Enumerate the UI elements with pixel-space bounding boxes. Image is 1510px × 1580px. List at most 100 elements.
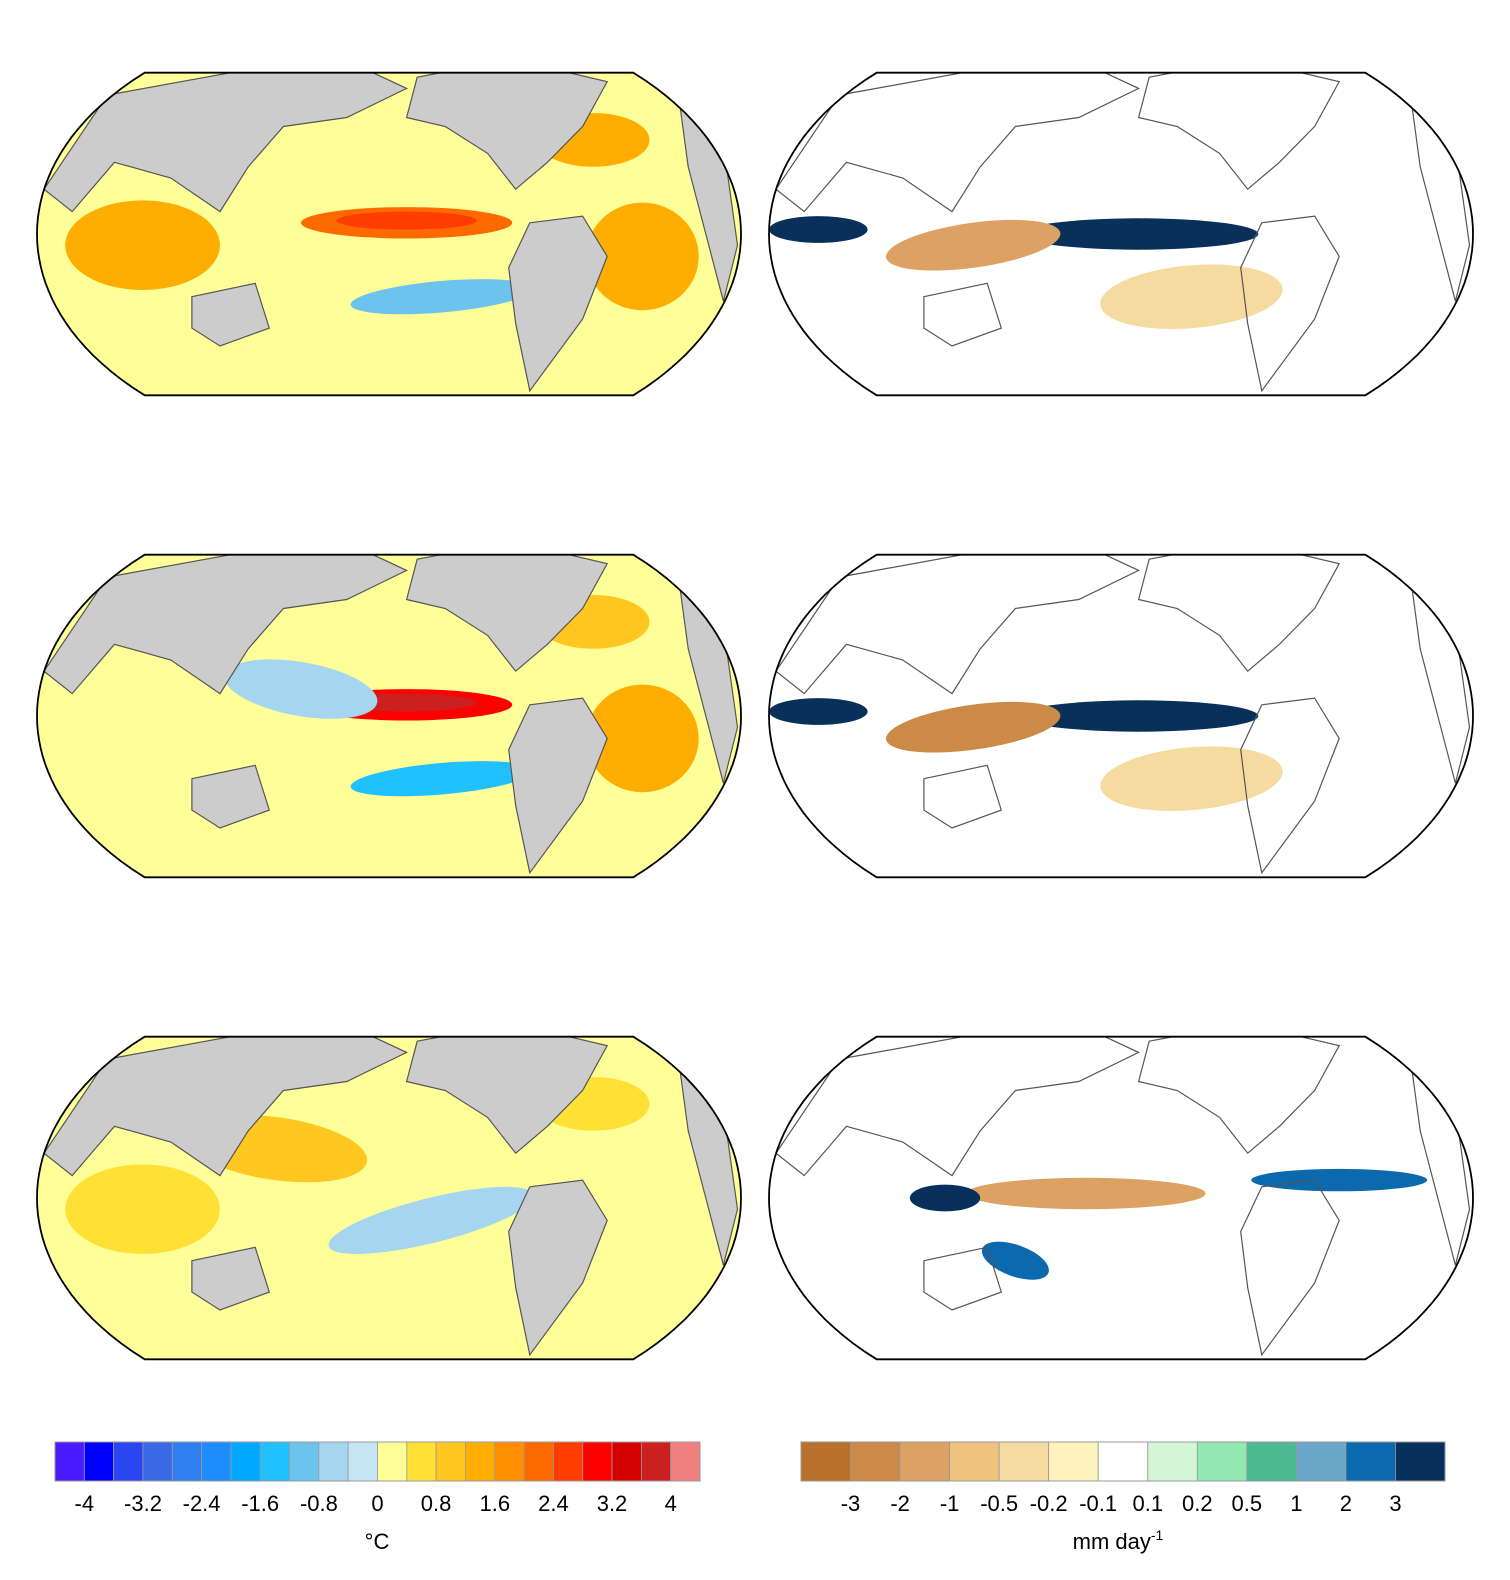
colorbar-outline [54,1441,701,1482]
colorbar-cell [640,1441,672,1482]
colorbar-cell [670,1441,701,1482]
land-mass [508,215,608,393]
colorbar-cell [1147,1441,1198,1482]
colorbar-cell [377,1441,408,1482]
colorbar-tick-label: 4 [665,1491,677,1516]
colorbar-cell [582,1441,613,1482]
colorbar-cell [259,1441,290,1482]
panel-content [37,1036,741,1422]
anomaly-region [1061,225,1216,243]
coastline [1137,554,1341,673]
anomaly-region [1061,707,1216,725]
coastline [1137,1036,1341,1155]
precipitation-unit-label: mm day-1 [1073,1527,1164,1554]
anomaly-region [336,211,477,230]
anomaly-region [350,761,533,797]
colorbar-cell [800,1441,851,1482]
land-mass [79,895,642,940]
panel-content [769,72,1473,458]
colorbar-tick-label: -2.4 [183,1491,221,1516]
colorbar-tick-label: 0.2 [1182,1491,1213,1516]
coastline [811,895,1374,940]
land-mass [191,1246,271,1311]
land-mass [43,554,408,695]
colorbar-cell [1345,1441,1396,1482]
anomaly-region [350,279,533,315]
land-mass [79,413,642,458]
land-mass [508,1179,608,1357]
temperature-colorbar: -4 -3.2 -2.4 -1.6 -0.8 0 0.8 1.6 2.4 3.2 4 [54,1441,701,1516]
colorbar-tick-label: 3.2 [597,1491,628,1516]
precipitation-unit-text: mm day [1073,1529,1151,1554]
coastline [811,1377,1374,1422]
colorbar-tick-label: -0.1 [1079,1491,1117,1516]
colorbar-tick-label: -3 [841,1491,861,1516]
colorbar-cell [523,1441,554,1482]
coastline [923,764,1003,829]
coastline [775,554,1140,695]
colorbar-cell [1395,1441,1446,1482]
land-mass [191,282,271,347]
colorbar-cell [1196,1441,1248,1482]
colorbar-cell [899,1441,951,1482]
colorbar-cell [494,1441,525,1482]
panel-content [37,554,741,940]
panel-precipitation-row1 [768,71,1474,458]
panel-precipitation-row2 [768,553,1474,940]
colorbar-tick-label: -0.8 [300,1491,338,1516]
map-frame [36,71,742,397]
colorbar-cell [406,1441,437,1482]
coastline [923,1246,1003,1311]
colorbar-cell [1097,1441,1149,1482]
map-frame [36,1035,742,1361]
land-mass [508,697,608,875]
colorbar-cell [230,1441,261,1482]
colorbar-cell [54,1441,85,1482]
land-mass [79,1377,642,1422]
anomaly-region [769,698,868,725]
anomaly-region [1251,1168,1428,1192]
colorbar-cell [289,1441,320,1482]
map-frame [768,1035,1474,1361]
coastline [811,413,1374,458]
colorbar-tick-label: 2.4 [538,1491,569,1516]
land-mass [405,1036,609,1155]
anomaly-region [886,701,1061,753]
colorbar-cell [1246,1441,1297,1482]
colorbar-cell [113,1441,144,1482]
anomaly-region [769,216,868,243]
colorbar-tick-label: -1.6 [241,1491,279,1516]
panel-content [769,1036,1473,1422]
anomaly-region [224,659,378,719]
coastline [1137,72,1341,191]
colorbar-tick-label: -1 [940,1491,960,1516]
panel-content [769,554,1473,940]
colorbar-cell [998,1441,1050,1482]
coastline [1240,215,1340,393]
colorbar-cell [611,1441,642,1482]
colorbar-cell [318,1441,349,1482]
map-frame [768,71,1474,397]
colorbar-tick-label: -3.2 [124,1491,162,1516]
colorbar-tick-label: 2 [1340,1491,1352,1516]
anomaly-region [1100,264,1283,329]
colorbar-tick-label: 0 [371,1491,383,1516]
coastline [923,282,1003,347]
anomaly-region [65,200,220,290]
colorbar-tick-label: 1.6 [480,1491,511,1516]
colorbar-cell [1048,1441,1099,1482]
colorbar-tick-label: 0.8 [421,1491,452,1516]
anomaly-region [65,1164,220,1254]
panel-content [37,72,741,458]
anomaly-region [886,219,1061,271]
anomaly-region [586,684,699,793]
colorbar-cell [142,1441,173,1482]
colorbar-cell [553,1441,584,1482]
colorbar-outline [800,1441,1446,1482]
colorbar-cell [171,1441,202,1482]
colorbar-tick-label: 0.5 [1232,1491,1263,1516]
precipitation-colorbar: -3 -2 -1 -0.5 -0.2 -0.1 0.1 0.2 0.5 1 2 3 [800,1441,1446,1516]
temperature-unit-label: °C [365,1529,390,1554]
colorbar-tick-label: 0.1 [1133,1491,1164,1516]
